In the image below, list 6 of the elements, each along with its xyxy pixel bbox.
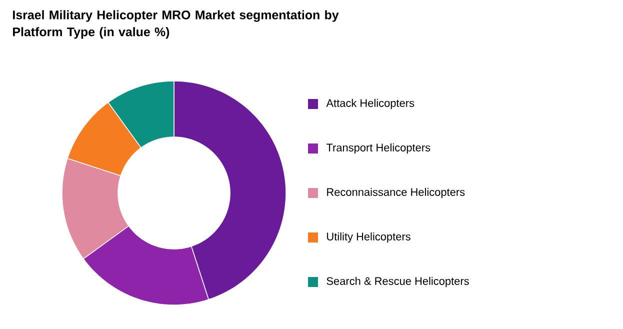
legend-label: Search & Rescue Helicopters — [326, 276, 469, 288]
chart-title: Israel Military Helicopter MRO Market segmentation by Platform Type (in value %) — [13, 10, 339, 39]
legend-label: Reconnaissance Helicopters — [327, 188, 465, 198]
legend-label: Utility Helicopters — [327, 232, 410, 243]
legend-label: Transport Helicopters — [326, 143, 430, 154]
legend-label: Attack Helicopters — [326, 98, 414, 110]
